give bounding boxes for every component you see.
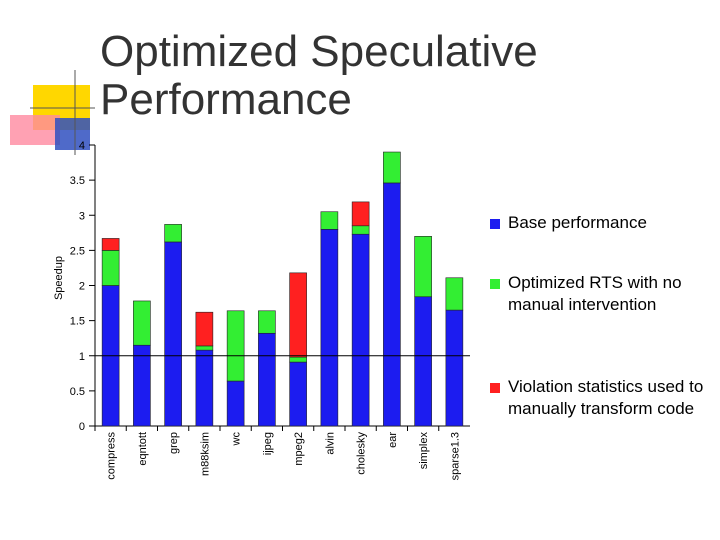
x-tick-label: wc <box>231 432 243 447</box>
bar-segment <box>258 310 276 334</box>
bar-segment <box>445 277 464 311</box>
bar-segment <box>383 151 401 184</box>
bar-segment <box>445 309 464 427</box>
bar-segment <box>133 300 151 346</box>
legend-swatch <box>490 383 500 393</box>
x-tick-label: ear <box>387 432 399 448</box>
bar-segment <box>101 250 120 286</box>
bar-segment <box>320 229 339 427</box>
legend-label: Base performance <box>508 213 647 232</box>
y-tick-label: 1.5 <box>70 316 85 328</box>
x-tick-label: grep <box>168 432 180 454</box>
x-tick-label: cholesky <box>356 432 368 475</box>
bar-segment <box>289 272 307 358</box>
bar-segment <box>258 332 276 427</box>
legend-swatch <box>490 279 500 289</box>
bar-segment <box>383 182 401 427</box>
y-tick-label: 2.5 <box>70 245 85 257</box>
bar-segment <box>351 225 370 235</box>
y-tick-label: 3.5 <box>70 175 85 187</box>
bar-segment <box>320 211 339 230</box>
bar-segment <box>195 311 214 347</box>
y-tick-label: 1 <box>79 351 85 363</box>
bar-segment <box>195 349 214 427</box>
bar-segment <box>351 233 370 427</box>
bar-segment <box>226 380 245 427</box>
legend-label: Optimized RTS with no manual interventio… <box>508 273 682 314</box>
y-tick-label: 4 <box>79 140 85 152</box>
x-tick-label: m88ksim <box>199 432 211 476</box>
y-axis-label: Speedup <box>53 256 65 300</box>
x-tick-label: alvin <box>324 432 336 455</box>
slide-title: Optimized Speculative Performance <box>100 27 538 124</box>
bar-segment <box>289 356 307 363</box>
x-tick-label: compress <box>106 432 118 480</box>
bar-segment <box>164 241 182 427</box>
x-tick-label: ijpeg <box>262 432 274 455</box>
bar-segment <box>351 201 370 227</box>
bar-segment <box>414 236 432 298</box>
bar-segment <box>289 361 307 427</box>
x-tick-label: eqntott <box>137 432 149 466</box>
x-tick-label: mpeg2 <box>293 432 305 466</box>
bar-segment <box>226 310 245 382</box>
deco-square <box>55 118 90 150</box>
y-tick-label: 0.5 <box>70 386 85 398</box>
legend-label: Violation statistics used to manually tr… <box>508 377 704 418</box>
y-tick-label: 3 <box>79 210 85 222</box>
bar-segment <box>164 224 182 243</box>
y-tick-label: 2 <box>79 281 85 293</box>
y-tick-label: 0 <box>79 421 85 433</box>
legend-swatch <box>490 219 500 229</box>
bar-segment <box>195 345 214 351</box>
x-tick-label: simplex <box>418 432 430 470</box>
bar-segment <box>133 344 151 427</box>
bar-segment <box>101 238 120 251</box>
bar-segment <box>414 296 432 427</box>
deco-square <box>10 115 60 145</box>
x-tick-label: sparse1.3 <box>449 432 461 480</box>
